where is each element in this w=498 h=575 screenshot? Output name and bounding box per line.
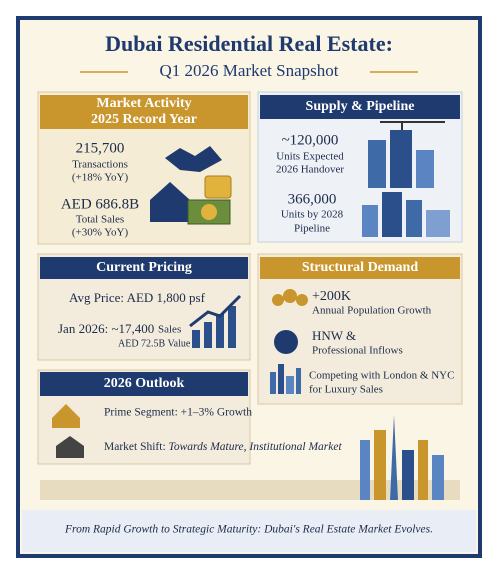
tower: [360, 440, 370, 500]
outlook-label: Market Shift:: [104, 441, 166, 453]
house-icon: [150, 182, 190, 222]
stat-label: Units by 2028: [281, 209, 344, 221]
sales-count: Jan 2026: ~17,400: [58, 321, 154, 336]
footer-text: From Rapid Growth to Strategic Maturity:…: [64, 524, 433, 536]
demand-value: Competing with London & NYC: [309, 370, 454, 382]
stat-value: 366,000: [288, 191, 337, 207]
stat-value: AED 686.8B: [61, 196, 139, 212]
building-icon: [390, 130, 412, 188]
building-icon: [382, 192, 402, 237]
stat-label: 2026 Handover: [276, 164, 344, 176]
skyline-base: [40, 480, 460, 500]
demand-label: for Luxury Sales: [309, 384, 383, 396]
people-icon: [283, 289, 297, 303]
demand-label: Professional Inflows: [312, 345, 403, 357]
demand-value: HNW &: [312, 328, 356, 343]
skyline-icon: [278, 364, 284, 394]
stat-label: Units Expected: [276, 151, 344, 163]
stat-label: Transactions: [72, 159, 128, 171]
panel-banner: [260, 257, 460, 279]
panel-banner: [40, 257, 248, 279]
sales-label: Sales: [158, 324, 181, 336]
stat-value: 215,700: [76, 140, 125, 156]
bank-icon: [56, 436, 84, 458]
tower: [374, 430, 386, 500]
coins-icon: [204, 175, 232, 199]
stat-value: ~120,000: [282, 132, 339, 148]
stat-change: (+18% YoY): [72, 172, 129, 184]
stat-label: Pipeline: [294, 223, 330, 235]
chart-icon: [228, 306, 236, 348]
demand-label: Annual Population Growth: [312, 305, 432, 317]
panel-title: Structural Demand: [302, 260, 418, 275]
house-icon: [52, 404, 80, 428]
panel-banner: [40, 95, 248, 129]
panel-title: Current Pricing: [96, 260, 192, 275]
building-icon: [426, 210, 450, 237]
coin-icon: [201, 204, 217, 220]
chart-icon: [192, 330, 200, 348]
stat-change: (+30% YoY): [72, 227, 129, 239]
title: Dubai Residential Real Estate:: [105, 31, 393, 56]
chart-icon: [216, 314, 224, 348]
people-icon: [272, 294, 284, 306]
skyline-icon: [270, 372, 276, 394]
outlook-label: Market Shift: Towards Mature, Institutio…: [104, 441, 342, 453]
panel-title: Market Activity: [96, 96, 191, 111]
people-icon: [296, 294, 308, 306]
tower: [390, 415, 398, 500]
tower: [418, 440, 428, 500]
globe-icon: [274, 330, 298, 354]
tower: [402, 450, 414, 500]
sales-value: AED 72.5B Value: [118, 338, 191, 349]
footer-band: [22, 510, 476, 552]
subtitle: Q1 2026 Market Snapshot: [160, 61, 339, 80]
building-icon: [368, 140, 386, 188]
building-icon: [406, 200, 422, 237]
skyline-icon: [296, 368, 301, 394]
panel-title: Supply & Pipeline: [306, 99, 415, 114]
panel-banner: [40, 372, 248, 396]
demand-value: +200K: [312, 289, 351, 304]
building-icon: [362, 205, 378, 237]
outlook-text: Towards Mature, Institutional Market: [169, 441, 343, 453]
handshake-icon: [165, 146, 222, 172]
skyline-icon: [286, 376, 294, 394]
trend-arrow: [189, 294, 242, 328]
panel-title: 2026 Outlook: [104, 376, 185, 391]
stat-label: Total Sales: [76, 214, 124, 226]
panel-banner: [260, 95, 460, 119]
chart-icon: [204, 322, 212, 348]
avg-price: Avg Price: AED 1,800 psf: [69, 290, 206, 305]
building-icon: [416, 150, 434, 188]
outlook-item: Prime Segment: +1–3% Growth: [104, 407, 252, 419]
tower: [432, 455, 444, 500]
panel-subtitle: 2025 Record Year: [91, 112, 197, 127]
